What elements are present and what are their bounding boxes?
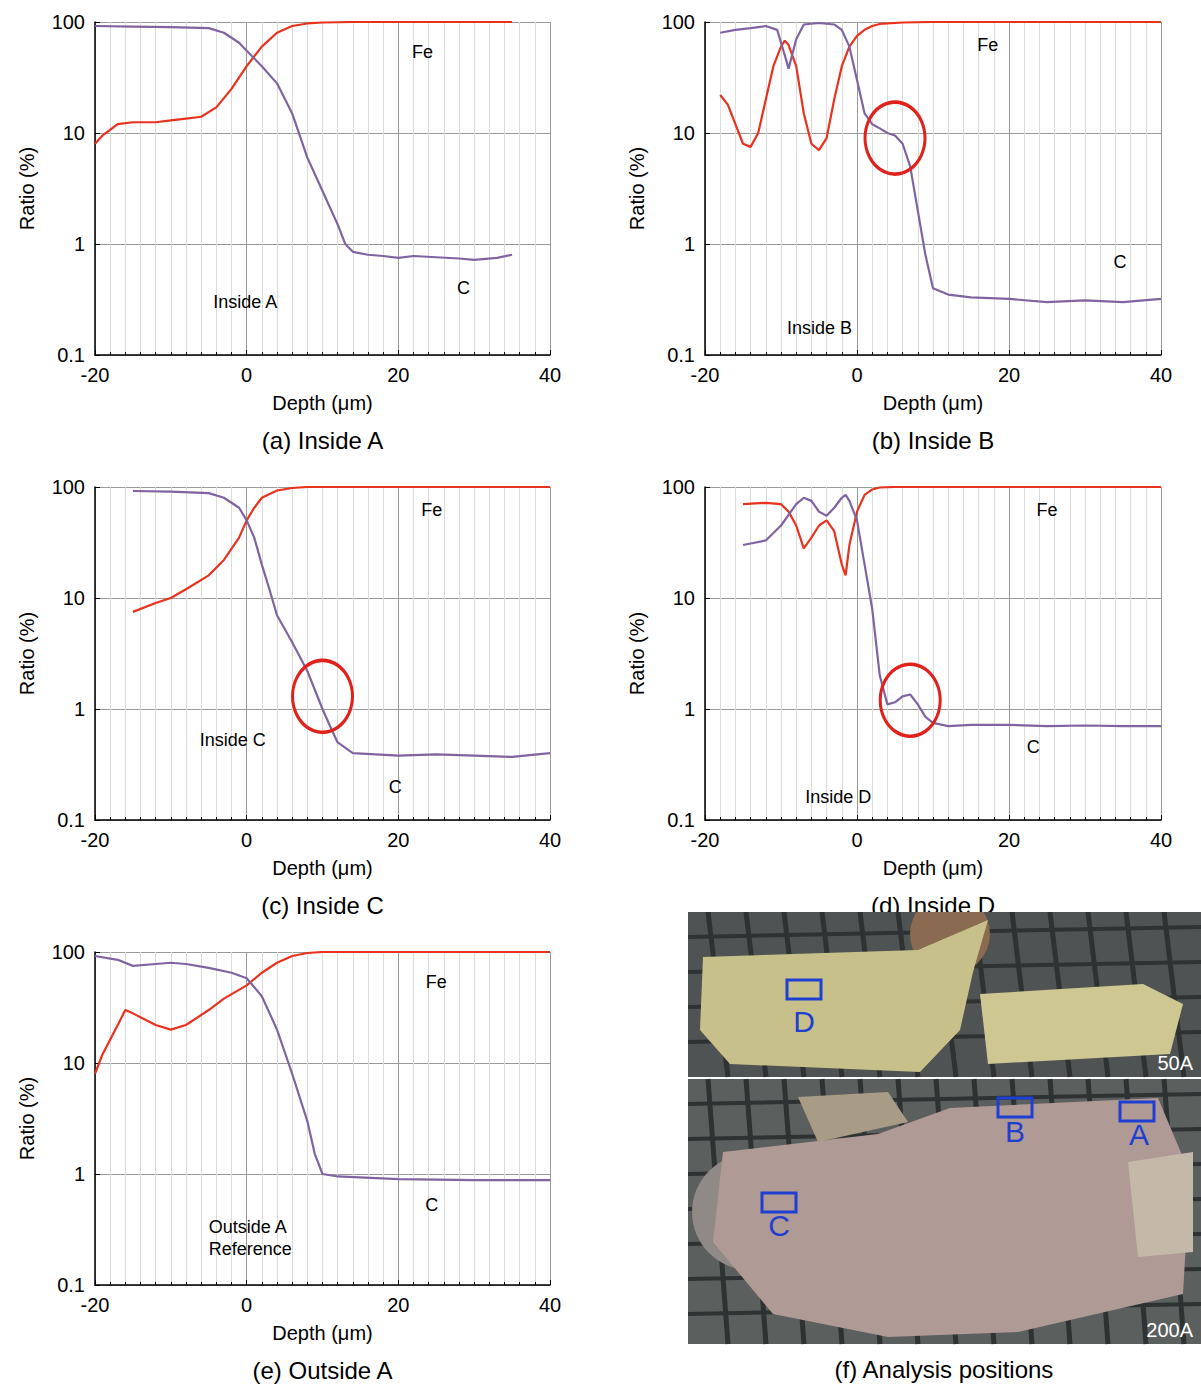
- svg-text:Fe: Fe: [412, 42, 433, 62]
- svg-text:0: 0: [241, 1294, 252, 1316]
- svg-text:10: 10: [63, 1052, 85, 1074]
- svg-text:-20: -20: [81, 1294, 110, 1316]
- svg-text:Ratio (%): Ratio (%): [626, 612, 648, 695]
- svg-text:0: 0: [851, 829, 862, 851]
- svg-text:-20: -20: [81, 364, 110, 386]
- svg-text:Ratio (%): Ratio (%): [16, 1077, 38, 1160]
- svg-text:-20: -20: [691, 364, 720, 386]
- svg-text:40: 40: [539, 829, 561, 851]
- svg-text:20: 20: [387, 1294, 409, 1316]
- svg-text:Fe: Fe: [977, 35, 998, 55]
- svg-text:(a) Inside A: (a) Inside A: [262, 427, 383, 454]
- svg-text:(c) Inside C: (c) Inside C: [261, 892, 384, 919]
- svg-text:Inside C: Inside C: [200, 730, 266, 750]
- svg-text:0.1: 0.1: [57, 809, 85, 831]
- svg-text:100: 100: [52, 11, 85, 33]
- svg-text:(f) Analysis positions: (f) Analysis positions: [835, 1356, 1054, 1383]
- svg-text:Ratio (%): Ratio (%): [16, 147, 38, 230]
- svg-text:20: 20: [387, 364, 409, 386]
- svg-text:20: 20: [998, 364, 1020, 386]
- svg-text:0: 0: [851, 364, 862, 386]
- svg-text:C: C: [1027, 737, 1040, 757]
- svg-text:C: C: [457, 278, 470, 298]
- svg-text:(d) Inside D: (d) Inside D: [871, 891, 995, 919]
- svg-text:0.1: 0.1: [667, 344, 695, 366]
- svg-text:(e) Outside A: (e) Outside A: [252, 1357, 392, 1384]
- svg-text:1: 1: [684, 233, 695, 255]
- svg-text:Inside B: Inside B: [787, 318, 852, 338]
- svg-text:1: 1: [74, 1163, 85, 1185]
- svg-text:10: 10: [63, 122, 85, 144]
- svg-text:10: 10: [673, 587, 695, 609]
- svg-text:-20: -20: [81, 829, 110, 851]
- svg-text:Fe: Fe: [421, 500, 442, 520]
- svg-text:C: C: [389, 777, 402, 797]
- svg-text:Depth (μm): Depth (μm): [883, 857, 983, 879]
- svg-text:40: 40: [539, 364, 561, 386]
- svg-text:0: 0: [241, 364, 252, 386]
- svg-text:D: D: [793, 1005, 815, 1038]
- svg-text:1: 1: [684, 698, 695, 720]
- svg-text:200A: 200A: [1146, 1319, 1193, 1341]
- svg-text:C: C: [768, 1209, 790, 1242]
- svg-text:40: 40: [1150, 829, 1172, 851]
- svg-text:-20: -20: [691, 829, 720, 851]
- svg-text:50A: 50A: [1157, 1052, 1193, 1074]
- svg-text:20: 20: [998, 829, 1020, 851]
- svg-text:Ratio (%): Ratio (%): [626, 147, 648, 230]
- svg-text:100: 100: [662, 476, 695, 498]
- svg-text:(b) Inside B: (b) Inside B: [872, 427, 995, 454]
- svg-text:B: B: [1005, 1115, 1025, 1148]
- svg-text:Depth (μm): Depth (μm): [272, 392, 372, 414]
- svg-text:C: C: [425, 1195, 438, 1215]
- svg-text:0.1: 0.1: [57, 344, 85, 366]
- svg-text:Reference: Reference: [209, 1239, 292, 1259]
- svg-text:Ratio (%): Ratio (%): [16, 612, 38, 695]
- svg-text:20: 20: [387, 829, 409, 851]
- svg-text:A: A: [1129, 1118, 1149, 1151]
- svg-text:10: 10: [63, 587, 85, 609]
- svg-text:100: 100: [662, 11, 695, 33]
- svg-text:Fe: Fe: [426, 972, 447, 992]
- svg-text:Outside A: Outside A: [209, 1217, 287, 1237]
- svg-text:0: 0: [241, 829, 252, 851]
- svg-text:100: 100: [52, 941, 85, 963]
- svg-text:100: 100: [52, 476, 85, 498]
- svg-text:0.1: 0.1: [667, 809, 695, 831]
- svg-text:40: 40: [539, 1294, 561, 1316]
- svg-text:0.1: 0.1: [57, 1274, 85, 1296]
- svg-text:10: 10: [673, 122, 695, 144]
- svg-text:C: C: [1113, 252, 1126, 272]
- svg-text:Inside D: Inside D: [805, 787, 871, 807]
- svg-text:Depth (μm): Depth (μm): [272, 1322, 372, 1344]
- svg-text:40: 40: [1150, 364, 1172, 386]
- svg-text:Inside A: Inside A: [213, 292, 277, 312]
- svg-text:Fe: Fe: [1036, 500, 1057, 520]
- svg-text:1: 1: [74, 233, 85, 255]
- svg-text:Depth (μm): Depth (μm): [272, 857, 372, 879]
- svg-text:Depth (μm): Depth (μm): [883, 392, 983, 414]
- svg-text:1: 1: [74, 698, 85, 720]
